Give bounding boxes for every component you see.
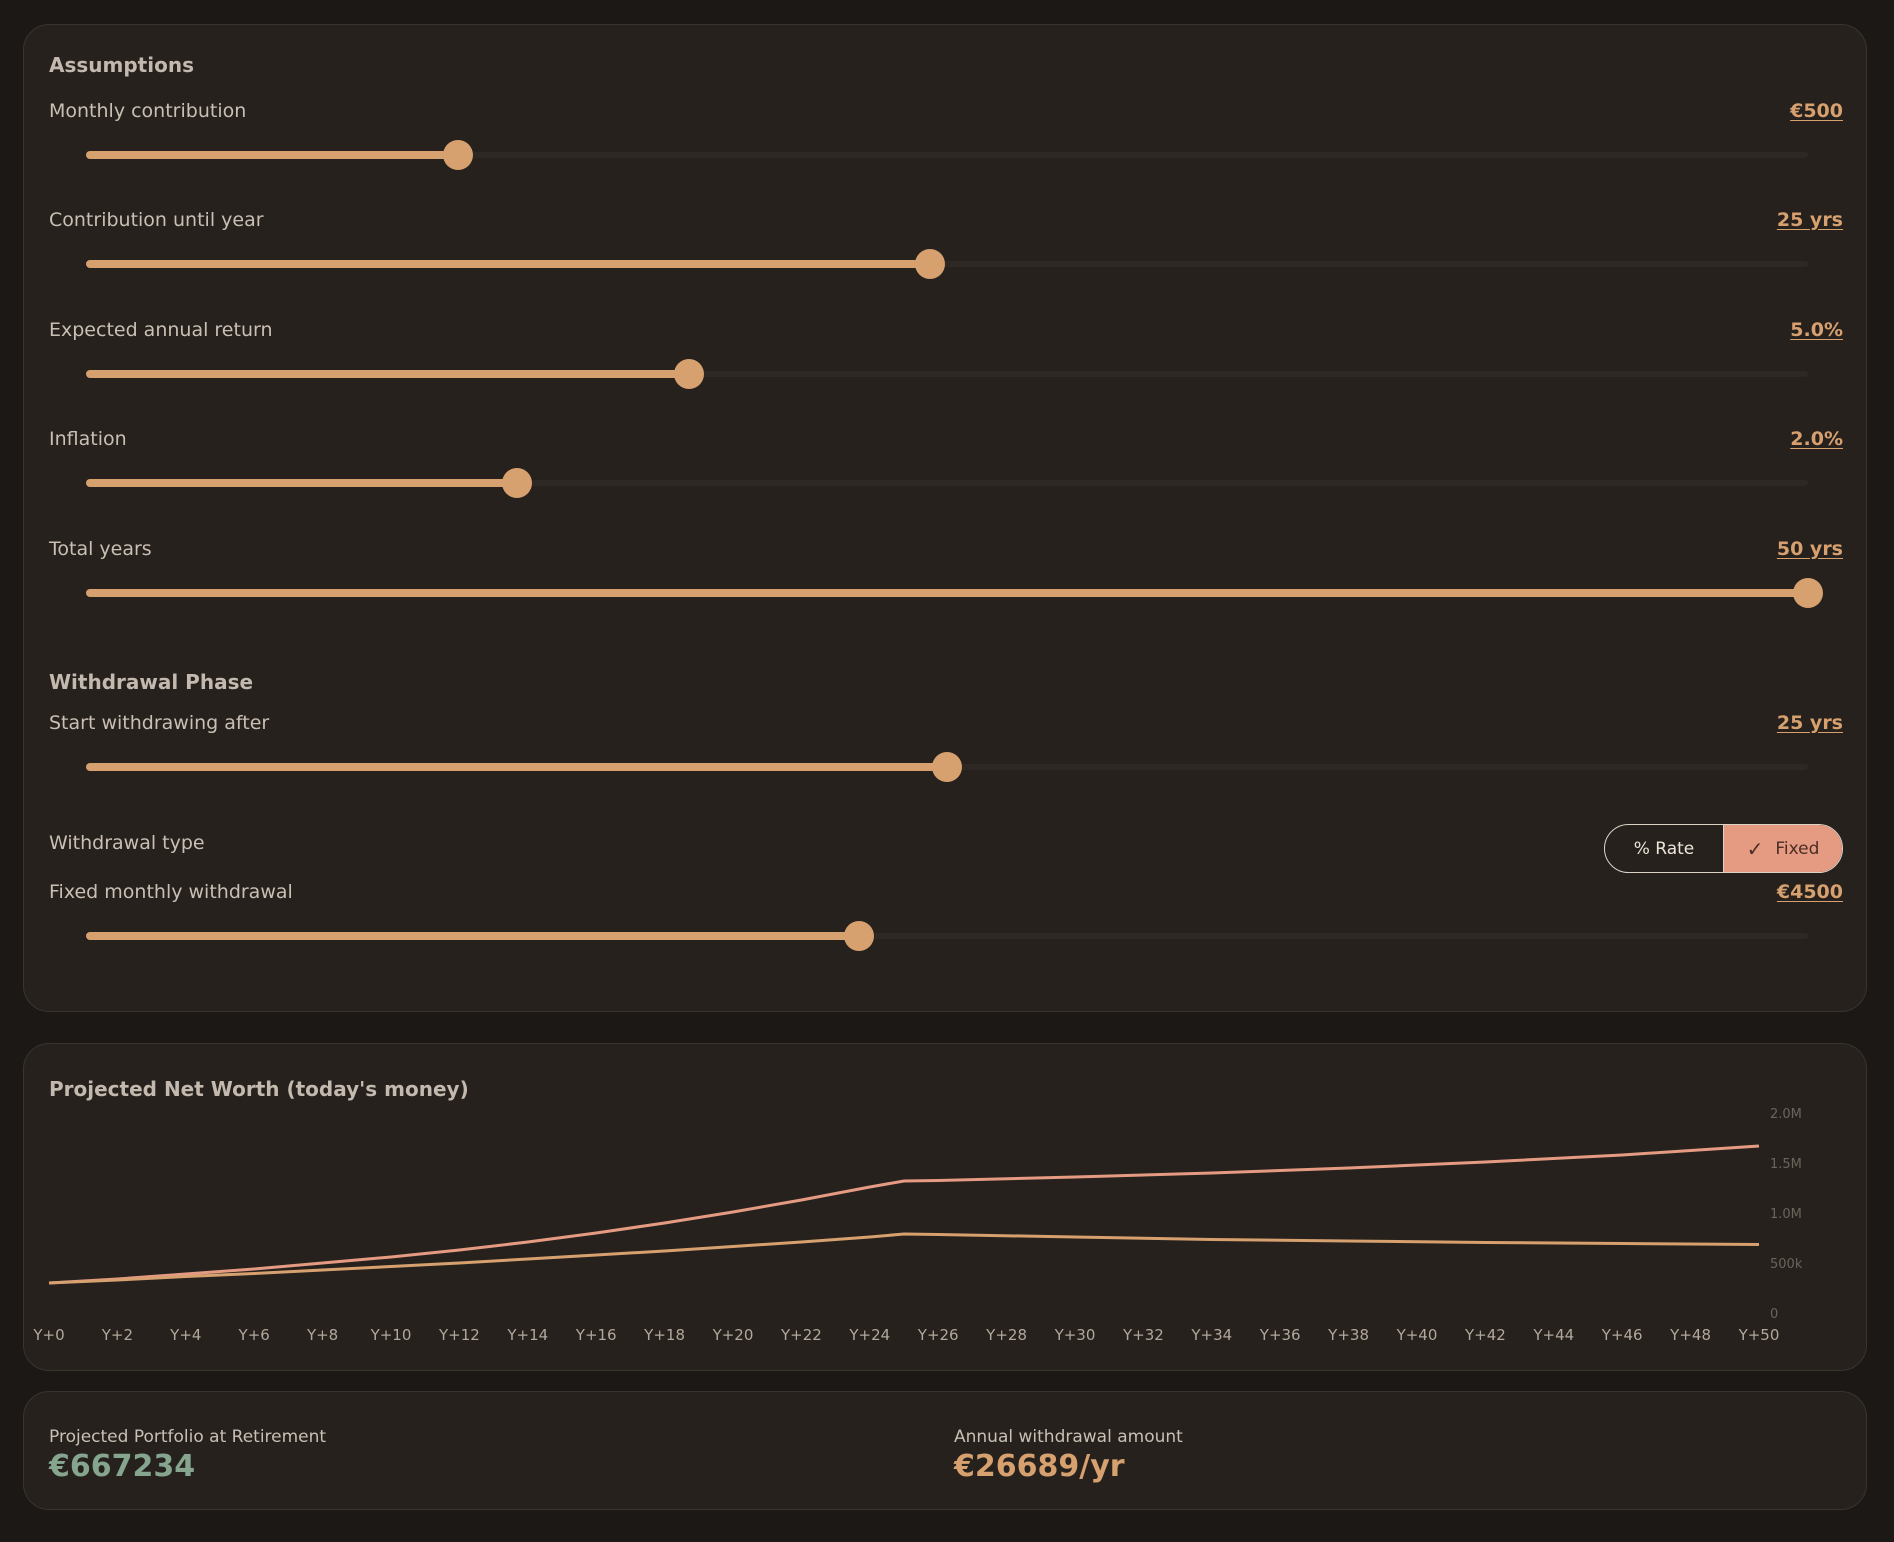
- inflation-value[interactable]: 2.0%: [1790, 428, 1843, 450]
- slider-thumb[interactable]: [932, 752, 962, 782]
- slider-thumb[interactable]: [501, 468, 532, 498]
- chart-title: Projected Net Worth (today's money): [49, 1077, 469, 1101]
- x-tick-label: Y+0: [32, 1326, 64, 1344]
- portfolio-value: €667234: [49, 1449, 196, 1484]
- y-tick-label: 0: [1770, 1307, 1778, 1322]
- inflation-label: Inflation: [49, 428, 127, 450]
- annual-return-label: Expected annual return: [49, 319, 273, 341]
- x-tick-label: Y+50: [1738, 1326, 1780, 1344]
- slider-track: [86, 480, 1808, 486]
- slider-fill: [86, 763, 947, 771]
- y-tick-label: 2.0M: [1770, 1107, 1802, 1122]
- x-tick-label: Y+42: [1464, 1326, 1506, 1344]
- rate-option[interactable]: % Rate: [1605, 825, 1723, 872]
- withdrawal-amount-label: Annual withdrawal amount: [954, 1427, 1183, 1447]
- contribution-until-slider[interactable]: [86, 249, 1808, 279]
- x-tick-label: Y+2: [101, 1326, 133, 1344]
- start-withdrawing-value[interactable]: 25 yrs: [1776, 712, 1843, 734]
- total-years-row: Total years 50 yrs: [49, 538, 1843, 638]
- withdrawal-type-row: Withdrawal type % Rate ✓ Fixed: [49, 824, 1843, 882]
- y-tick-label: 1.5M: [1770, 1157, 1802, 1172]
- slider-thumb[interactable]: [844, 921, 875, 951]
- contribution-until-label: Contribution until year: [49, 209, 264, 231]
- monthly-contribution-slider[interactable]: [86, 140, 1808, 170]
- start-withdrawing-row: Start withdrawing after 25 yrs: [49, 712, 1843, 812]
- fixed-withdrawal-slider[interactable]: [86, 921, 1808, 951]
- x-tick-label: Y+8: [306, 1326, 338, 1344]
- assumptions-title: Assumptions: [49, 53, 194, 77]
- x-tick-label: Y+26: [917, 1326, 959, 1344]
- x-tick-label: Y+16: [575, 1326, 617, 1344]
- y-tick-label: 1.0M: [1770, 1207, 1802, 1222]
- rate-option-label: % Rate: [1633, 838, 1695, 859]
- fixed-option-label: Fixed: [1775, 838, 1820, 859]
- x-tick-label: Y+34: [1190, 1326, 1232, 1344]
- slider-thumb[interactable]: [914, 249, 945, 279]
- fixed-withdrawal-value[interactable]: €4500: [1776, 881, 1843, 903]
- x-tick-label: Y+38: [1327, 1326, 1369, 1344]
- monthly-contribution-row: Monthly contribution €500: [49, 100, 1843, 200]
- slider-thumb[interactable]: [442, 140, 473, 170]
- x-tick-label: Y+36: [1259, 1326, 1301, 1344]
- slider-fill: [86, 370, 689, 378]
- fixed-withdrawal-row: Fixed monthly withdrawal €4500: [49, 881, 1843, 981]
- withdrawal-phase-title: Withdrawal Phase: [49, 670, 254, 694]
- start-withdrawing-slider[interactable]: [86, 752, 1808, 782]
- slider-track: [86, 152, 1808, 158]
- slider-fill: [86, 151, 458, 159]
- x-tick-label: Y+40: [1396, 1326, 1438, 1344]
- start-withdrawing-label: Start withdrawing after: [49, 712, 270, 734]
- assumptions-panel: Assumptions Monthly contribution €500 Co…: [23, 24, 1867, 1012]
- x-tick-label: Y+24: [848, 1326, 890, 1344]
- x-tick-label: Y+14: [506, 1326, 548, 1344]
- x-tick-label: Y+48: [1669, 1326, 1711, 1344]
- x-tick-label: Y+12: [438, 1326, 480, 1344]
- x-tick-label: Y+28: [985, 1326, 1027, 1344]
- y-tick-label: 500k: [1770, 1257, 1803, 1272]
- x-tick-label: Y+44: [1532, 1326, 1574, 1344]
- x-tick-label: Y+20: [712, 1326, 754, 1344]
- summary-panel: Projected Portfolio at Retirement €66723…: [23, 1391, 1867, 1510]
- monthly-contribution-label: Monthly contribution: [49, 100, 247, 122]
- x-tick-label: Y+32: [1122, 1326, 1164, 1344]
- x-tick-label: Y+10: [370, 1326, 412, 1344]
- slider-thumb[interactable]: [1793, 578, 1823, 608]
- contribution-until-value[interactable]: 25 yrs: [1776, 209, 1843, 231]
- contribution-until-row: Contribution until year 25 yrs: [49, 209, 1843, 309]
- total-years-label: Total years: [49, 538, 152, 560]
- series-line-2: [48, 1232, 1760, 1285]
- slider-track: [86, 933, 1808, 939]
- total-years-value[interactable]: 50 yrs: [1776, 538, 1843, 560]
- slider-thumb[interactable]: [673, 359, 704, 389]
- check-icon: ✓: [1746, 836, 1764, 861]
- x-tick-label: Y+46: [1601, 1326, 1643, 1344]
- annual-return-value[interactable]: 5.0%: [1790, 319, 1843, 341]
- slider-fill: [86, 589, 1808, 597]
- series-line-1: [48, 1144, 1760, 1285]
- net-worth-chart-panel: Projected Net Worth (today's money) Y+0 Y…: [23, 1043, 1867, 1371]
- withdrawal-type-toggle[interactable]: % Rate ✓ Fixed: [1604, 824, 1843, 873]
- net-worth-chart: Y+0 Y+2 Y+4 Y+6 Y+8 Y+10 Y+12 Y+14 Y+16 Y+18 Y+20 Y…: [32, 1107, 1803, 1344]
- inflation-row: Inflation 2.0%: [49, 428, 1843, 528]
- slider-fill: [86, 260, 930, 268]
- x-tick-label: Y+22: [780, 1326, 822, 1344]
- fixed-withdrawal-label: Fixed monthly withdrawal: [49, 881, 293, 903]
- x-tick-label: Y+6: [238, 1326, 270, 1344]
- slider-fill: [86, 932, 860, 940]
- annual-return-slider[interactable]: [86, 359, 1808, 389]
- x-tick-label: Y+4: [169, 1326, 201, 1344]
- annual-return-row: Expected annual return 5.0%: [49, 319, 1843, 419]
- fixed-option[interactable]: ✓ Fixed: [1723, 825, 1842, 872]
- slider-track: [86, 261, 1808, 267]
- total-years-slider[interactable]: [86, 578, 1823, 608]
- withdrawal-amount-value: €26689/yr: [954, 1449, 1125, 1484]
- slider-track: [86, 371, 1808, 377]
- slider-fill: [86, 479, 517, 487]
- monthly-contribution-value[interactable]: €500: [1790, 100, 1843, 122]
- portfolio-label: Projected Portfolio at Retirement: [49, 1427, 327, 1447]
- inflation-slider[interactable]: [86, 468, 1808, 498]
- x-tick-label: Y+18: [643, 1326, 685, 1344]
- x-tick-label: Y+30: [1054, 1326, 1096, 1344]
- withdrawal-type-label: Withdrawal type: [49, 832, 205, 854]
